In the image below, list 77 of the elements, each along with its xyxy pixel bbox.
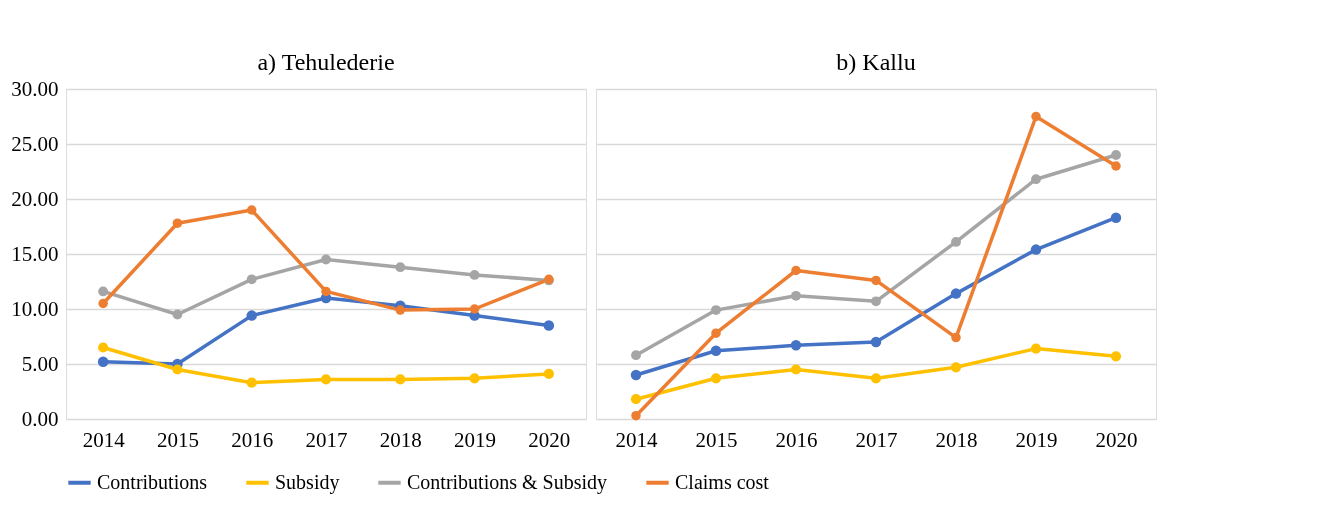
point: [395, 374, 406, 385]
point: [1031, 174, 1041, 185]
point: [172, 309, 183, 320]
point: [631, 350, 641, 361]
point: [98, 286, 109, 297]
y-tick-label: 25.00: [11, 131, 59, 156]
point: [871, 296, 881, 307]
point: [951, 332, 961, 343]
x-tick-label: 2014: [615, 427, 658, 452]
point: [395, 262, 406, 273]
point: [321, 286, 331, 297]
point: [469, 304, 480, 314]
point: [870, 336, 882, 348]
x-tick-label: 2015: [156, 427, 199, 452]
point: [543, 320, 555, 331]
point: [1030, 244, 1042, 255]
point: [710, 345, 722, 357]
point: [1031, 111, 1041, 122]
y-tick-label: 20.00: [11, 186, 59, 211]
x-tick-label: 2019: [454, 427, 497, 452]
x-tick-label: 2016: [231, 427, 274, 452]
point: [950, 288, 962, 299]
point: [791, 265, 801, 276]
y-tick-label: 0.00: [21, 406, 59, 431]
x-tick-label: 2017: [305, 427, 348, 452]
y-tick-label: 5.00: [21, 351, 59, 376]
point: [246, 310, 257, 321]
legend-label: Contributions & Subsidy: [407, 470, 608, 494]
x-tick-label: 2018: [379, 427, 422, 452]
point: [711, 328, 721, 338]
point: [790, 364, 802, 375]
point: [321, 254, 331, 265]
point: [951, 236, 961, 247]
point: [630, 394, 642, 405]
point: [543, 368, 554, 379]
point: [1110, 351, 1122, 362]
point: [172, 218, 183, 228]
point: [871, 275, 881, 286]
point: [1030, 343, 1042, 354]
x-tick-label: 2018: [935, 427, 978, 452]
point: [631, 410, 641, 421]
point: [395, 305, 406, 315]
point: [98, 342, 109, 353]
point: [246, 205, 257, 215]
point: [97, 356, 109, 368]
point: [1111, 161, 1121, 171]
chart-title: b) Kallu: [836, 49, 916, 75]
point: [630, 369, 642, 381]
point: [870, 373, 882, 384]
y-tick-label: 30.00: [11, 76, 59, 101]
legend-label: Contributions: [97, 470, 208, 493]
x-tick-label: 2017: [855, 427, 898, 452]
point: [790, 340, 802, 351]
x-tick-label: 2015: [695, 427, 738, 452]
point: [710, 373, 722, 384]
point: [711, 305, 721, 316]
chart-title: a) Tehulederie: [257, 49, 395, 75]
x-tick-label: 2014: [82, 427, 126, 452]
x-tick-label: 2020: [528, 427, 571, 452]
y-tick-label: 10.00: [11, 296, 59, 321]
legend-label: Claims cost: [675, 470, 770, 493]
point: [172, 364, 183, 375]
point: [1110, 212, 1122, 223]
point: [469, 269, 480, 280]
legend-label: Subsidy: [275, 470, 340, 494]
point: [320, 374, 332, 385]
point: [98, 298, 108, 309]
x-tick-label: 2016: [775, 427, 818, 452]
point: [246, 377, 257, 388]
point: [950, 362, 962, 373]
point: [246, 274, 257, 285]
x-tick-label: 2019: [1015, 427, 1058, 452]
point: [791, 290, 801, 301]
x-tick-label: 2020: [1095, 427, 1138, 452]
point: [469, 373, 480, 384]
y-tick-label: 15.00: [11, 241, 59, 266]
point: [1111, 150, 1121, 160]
